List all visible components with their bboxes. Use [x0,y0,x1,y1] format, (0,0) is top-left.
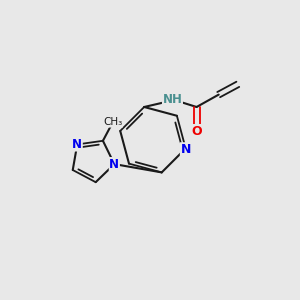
Text: NH: NH [163,92,182,106]
Text: O: O [191,124,202,138]
Text: N: N [72,138,82,151]
Text: N: N [109,158,119,171]
Text: N: N [181,143,191,156]
Text: CH₃: CH₃ [103,117,122,127]
